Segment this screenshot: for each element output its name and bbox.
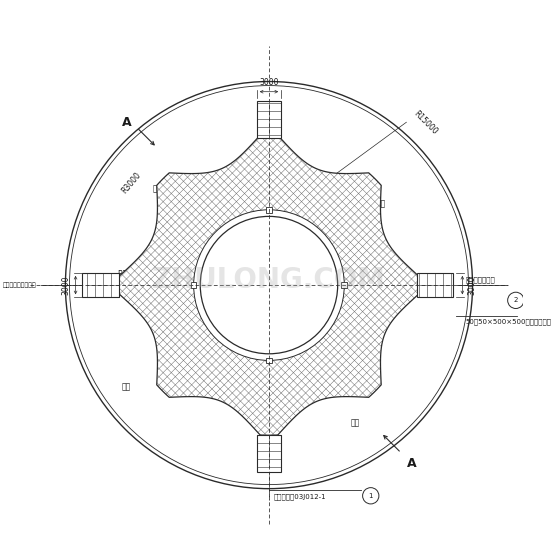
Text: 3000: 3000 <box>259 78 279 87</box>
Polygon shape <box>119 135 419 435</box>
Bar <box>417 273 453 297</box>
Text: R8000: R8000 <box>173 253 198 262</box>
Text: 1: 1 <box>368 493 373 499</box>
Text: R15000: R15000 <box>412 109 439 136</box>
Text: R3000: R3000 <box>120 171 143 196</box>
Text: 草地: 草地 <box>122 382 131 391</box>
Text: 中心: 中心 <box>244 250 253 259</box>
Text: 草地: 草地 <box>376 199 385 208</box>
Text: 草地: 草地 <box>351 418 360 427</box>
Text: 草地: 草地 <box>152 184 162 193</box>
Text: ZHULONG.COM: ZHULONG.COM <box>152 266 386 294</box>
Bar <box>256 435 281 472</box>
Text: 50厘50×500×500芒窗化石干队: 50厘50×500×500芒窗化石干队 <box>466 318 552 325</box>
Bar <box>266 207 272 213</box>
Bar <box>82 273 119 297</box>
Text: R3000: R3000 <box>117 270 142 279</box>
Circle shape <box>194 210 344 361</box>
Bar <box>256 101 281 138</box>
Text: R2200: R2200 <box>136 265 162 280</box>
Bar <box>266 358 272 363</box>
Text: A: A <box>407 457 416 470</box>
Text: R6003: R6003 <box>356 246 382 263</box>
Text: 3000: 3000 <box>468 276 477 295</box>
Text: 石材路面做法见: 石材路面做法见 <box>466 276 496 283</box>
Circle shape <box>69 86 469 484</box>
Bar <box>191 282 197 288</box>
Bar <box>342 282 347 288</box>
Text: A: A <box>122 116 131 129</box>
Text: 400: 400 <box>290 336 304 345</box>
Text: 详见大样图03J012-1: 详见大样图03J012-1 <box>274 494 326 500</box>
Text: 3000: 3000 <box>62 276 71 295</box>
Text: 2: 2 <box>514 297 518 304</box>
Text: 指示小品废尺寸见图: 指示小品废尺寸见图 <box>3 282 36 288</box>
